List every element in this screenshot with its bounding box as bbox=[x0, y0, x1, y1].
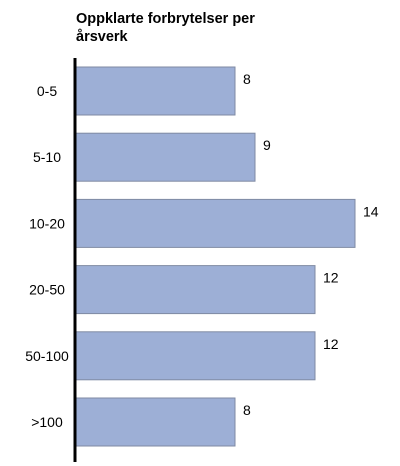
bar-3 bbox=[74, 265, 316, 315]
bar-1 bbox=[74, 132, 256, 182]
category-label-0: 0-5 bbox=[37, 83, 57, 99]
bar-5 bbox=[74, 397, 236, 447]
value-label-5: 8 bbox=[243, 402, 251, 418]
category-label-4: 50-100 bbox=[25, 348, 69, 364]
bar-0 bbox=[74, 66, 236, 116]
value-label-2: 14 bbox=[363, 203, 379, 219]
value-label-3: 12 bbox=[323, 270, 339, 286]
bar-2 bbox=[74, 198, 356, 248]
category-label-5: >100 bbox=[31, 414, 63, 430]
value-label-4: 12 bbox=[323, 336, 339, 352]
labels-layer: 0-5 8 5-10 9 10-20 14 20-50 12 50-100 12 >100 8 bbox=[25, 71, 379, 430]
value-label-1: 9 bbox=[263, 137, 271, 153]
category-label-2: 10-20 bbox=[29, 215, 65, 231]
bars-layer bbox=[74, 66, 356, 447]
bar-4 bbox=[74, 331, 316, 381]
category-label-3: 20-50 bbox=[29, 282, 65, 298]
chart-title: Oppklarte forbrytelser per årsverk bbox=[76, 11, 255, 45]
category-label-1: 5-10 bbox=[33, 149, 61, 165]
value-label-0: 8 bbox=[243, 71, 251, 87]
